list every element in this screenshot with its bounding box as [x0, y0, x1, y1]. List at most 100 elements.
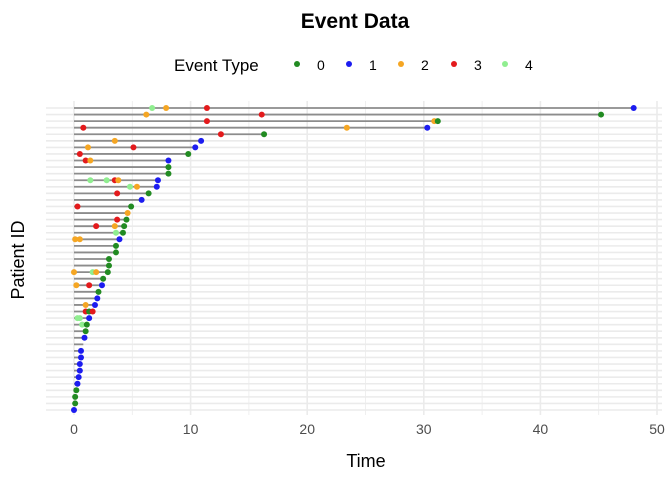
event-point	[123, 216, 130, 223]
event-point	[111, 223, 118, 230]
event-point	[74, 380, 81, 387]
event-point	[93, 269, 100, 276]
x-tick-label: 40	[533, 421, 549, 437]
event-point	[114, 216, 121, 223]
event-point	[73, 282, 80, 289]
event-point	[258, 111, 265, 118]
event-point	[124, 210, 131, 217]
event-point	[76, 361, 83, 368]
event-point	[138, 196, 145, 203]
legend-label: 4	[525, 57, 533, 73]
event-point	[81, 334, 88, 341]
event-point	[83, 321, 90, 328]
legend-label: 1	[369, 57, 377, 73]
event-point	[163, 105, 170, 111]
event-point	[165, 157, 172, 164]
x-tick-label: 30	[416, 421, 432, 437]
event-point	[76, 236, 83, 243]
event-point	[82, 157, 89, 164]
event-point	[112, 242, 119, 249]
event-point	[143, 111, 150, 118]
event-point	[424, 124, 431, 131]
event-point	[82, 328, 89, 335]
event-point	[261, 131, 268, 138]
legend-label: 0	[317, 57, 325, 73]
event-point	[153, 183, 160, 190]
event-point	[203, 105, 210, 111]
event-point	[93, 223, 100, 230]
event-point	[121, 223, 128, 230]
event-point	[165, 170, 172, 177]
event-point	[104, 269, 111, 276]
legend: Event Type 0 1 2 3 4	[174, 56, 533, 75]
event-point	[80, 124, 87, 131]
event-point	[79, 321, 86, 328]
event-point	[630, 105, 637, 111]
legend-key	[502, 61, 508, 67]
event-point	[86, 282, 93, 289]
x-tick-label: 10	[183, 421, 199, 437]
event-point	[98, 282, 105, 289]
chart-title: Event Data	[301, 10, 410, 33]
event-point	[217, 131, 224, 138]
event-point	[94, 295, 101, 302]
event-point	[128, 203, 135, 210]
legend-label: 3	[474, 57, 482, 73]
event-point	[86, 315, 93, 322]
event-point	[89, 308, 96, 315]
event-point	[149, 105, 156, 111]
event-point	[95, 288, 102, 295]
x-axis: 0 10 20 30 40 50	[70, 421, 665, 437]
event-point	[76, 150, 83, 157]
event-point	[598, 111, 605, 118]
legend-key	[294, 61, 300, 67]
event-point	[91, 301, 98, 308]
x-tick-label: 0	[70, 421, 78, 437]
event-point	[74, 203, 81, 210]
legend-label: 2	[421, 57, 429, 73]
event-point	[133, 183, 140, 190]
event-point	[198, 137, 205, 144]
legend-key	[398, 61, 404, 67]
y-axis-title: Patient ID	[8, 220, 28, 299]
event-point	[105, 262, 112, 269]
event-point	[112, 229, 119, 236]
event-point	[145, 190, 152, 197]
event-point	[185, 150, 192, 157]
event-point	[103, 177, 110, 184]
event-point	[72, 400, 79, 407]
event-point	[114, 190, 121, 197]
event-point	[76, 367, 83, 374]
event-point	[87, 177, 94, 184]
x-tick-label: 20	[299, 421, 315, 437]
event-point	[130, 144, 137, 151]
legend-title: Event Type	[174, 56, 259, 75]
event-point	[154, 177, 161, 184]
event-point	[76, 315, 83, 322]
event-point	[343, 124, 350, 131]
event-point	[192, 144, 199, 151]
event-point	[77, 354, 84, 361]
event-point	[71, 407, 77, 413]
event-point	[73, 387, 80, 394]
event-point	[105, 256, 112, 262]
x-axis-title: Time	[346, 451, 385, 471]
legend-key	[346, 61, 352, 67]
legend-key	[451, 61, 457, 67]
event-point	[82, 301, 89, 308]
plot-area	[46, 101, 662, 415]
event-point	[434, 118, 441, 125]
event-point	[72, 393, 79, 400]
event-point	[84, 144, 91, 151]
event-point	[203, 118, 210, 125]
event-point	[75, 374, 82, 381]
x-tick-label: 50	[649, 421, 665, 437]
event-point	[112, 249, 119, 256]
event-point	[72, 236, 79, 243]
event-point	[111, 137, 118, 144]
event-point	[119, 229, 126, 236]
event-point	[100, 275, 107, 282]
event-point	[71, 269, 77, 276]
event-point	[116, 236, 123, 243]
